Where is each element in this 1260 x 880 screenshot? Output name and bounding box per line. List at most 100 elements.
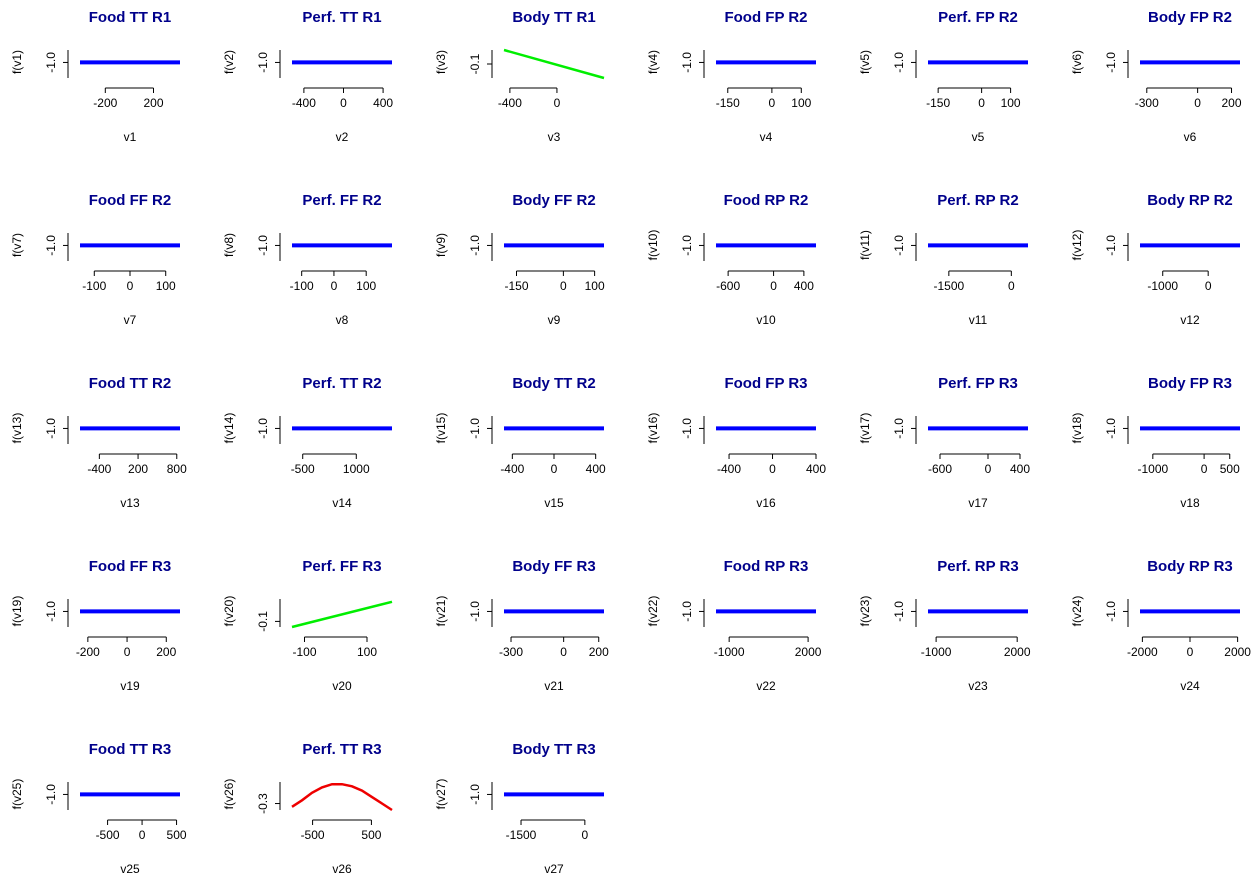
y-axis-label: f(v24) (1070, 596, 1084, 627)
effect-line (291, 600, 393, 629)
y-axis-label: f(v10) (646, 230, 660, 261)
x-tick-label: 500 (361, 828, 381, 842)
x-tick-label: -150 (716, 96, 740, 110)
x-tick-label: 800 (167, 462, 187, 476)
x-tick-label: 400 (794, 279, 814, 293)
x-axis-label: v5 (972, 130, 985, 144)
x-tick-label: -1000 (1147, 279, 1178, 293)
y-tick-label: -1.0 (468, 418, 482, 439)
y-axis-label: f(v12) (1070, 230, 1084, 261)
x-tick-label: -200 (93, 96, 117, 110)
y-axis-label: f(v8) (222, 233, 236, 257)
panel-title: Body TT R2 (512, 375, 595, 392)
x-axis-label: v24 (1180, 679, 1200, 693)
x-axis-label: v19 (120, 679, 140, 693)
x-tick-label: 200 (128, 462, 148, 476)
x-tick-label: 400 (1010, 462, 1030, 476)
y-tick-label: -1.0 (1104, 52, 1118, 73)
y-tick-label: -1.0 (468, 784, 482, 805)
y-tick-label: -1.0 (468, 235, 482, 256)
x-axis-label: v20 (332, 679, 352, 693)
x-tick-label: 100 (585, 279, 605, 293)
x-axis-label: v15 (544, 496, 564, 510)
x-tick-label: 1000 (343, 462, 370, 476)
x-tick-label: 200 (1222, 96, 1242, 110)
y-tick-label: -1.0 (1104, 601, 1118, 622)
y-axis-label: f(v27) (434, 779, 448, 810)
x-axis-label: v7 (124, 313, 137, 327)
x-tick-label: -2000 (1127, 645, 1158, 659)
x-tick-label: -400 (87, 462, 111, 476)
x-tick-label: 0 (582, 828, 589, 842)
x-tick-label: 500 (167, 828, 187, 842)
panel-title: Perf. FF R3 (302, 558, 381, 575)
y-tick-label: -1.0 (44, 418, 58, 439)
panel-title: Body TT R3 (512, 741, 595, 758)
panel-title: Body FP R2 (1148, 9, 1232, 26)
y-tick-label: -1.0 (44, 235, 58, 256)
x-tick-label: 0 (127, 279, 134, 293)
y-tick-label: -0.1 (256, 611, 270, 632)
y-axis-label: f(v3) (434, 50, 448, 74)
x-axis-label: v21 (544, 679, 564, 693)
x-tick-label: 0 (770, 279, 777, 293)
x-tick-label: -150 (504, 279, 528, 293)
y-tick-label: -1.0 (44, 52, 58, 73)
panel-title: Body RP R3 (1147, 558, 1233, 575)
x-tick-label: -400 (500, 462, 524, 476)
x-tick-label: 200 (589, 645, 609, 659)
x-tick-label: -300 (1135, 96, 1159, 110)
x-axis-label: v10 (756, 313, 776, 327)
y-tick-label: -1.0 (1104, 418, 1118, 439)
x-axis-label: v26 (332, 862, 352, 876)
panel-title: Perf. TT R3 (302, 741, 381, 758)
x-tick-label: -400 (717, 462, 741, 476)
panel-title: Food RP R2 (724, 192, 809, 209)
panel-title: Perf. FP R2 (938, 9, 1018, 26)
x-tick-label: -300 (499, 645, 523, 659)
y-axis-label: f(v16) (646, 413, 660, 444)
x-tick-label: -100 (290, 279, 314, 293)
y-tick-label: -1.0 (892, 601, 906, 622)
x-tick-label: -500 (301, 828, 325, 842)
x-tick-label: 0 (139, 828, 146, 842)
x-tick-label: -400 (292, 96, 316, 110)
y-axis-label: f(v11) (858, 230, 872, 260)
x-tick-label: 0 (1205, 279, 1212, 293)
x-tick-label: 100 (1001, 96, 1021, 110)
x-tick-label: -150 (926, 96, 950, 110)
x-tick-label: -100 (292, 645, 316, 659)
x-axis-label: v18 (1180, 496, 1200, 510)
x-axis-label: v16 (756, 496, 776, 510)
x-tick-label: 0 (1008, 279, 1015, 293)
x-axis-label: v6 (1184, 130, 1197, 144)
y-tick-label: -0.3 (256, 793, 270, 814)
panel-title: Body RP R2 (1147, 192, 1233, 209)
x-tick-label: 0 (554, 96, 561, 110)
y-axis-label: f(v1) (10, 50, 24, 74)
x-tick-label: -1500 (933, 279, 964, 293)
y-axis-label: f(v14) (222, 413, 236, 444)
x-tick-label: 0 (560, 645, 567, 659)
x-tick-label: 0 (985, 462, 992, 476)
panel-title: Perf. FF R2 (302, 192, 381, 209)
x-axis-label: v1 (124, 130, 137, 144)
x-axis-label: v2 (336, 130, 349, 144)
y-axis-label: f(v21) (434, 596, 448, 627)
x-tick-label: -600 (928, 462, 952, 476)
x-axis-label: v11 (969, 313, 988, 327)
y-tick-label: -1.0 (256, 235, 270, 256)
y-axis-label: f(v2) (222, 50, 236, 74)
x-tick-label: 0 (978, 96, 985, 110)
x-tick-label: -400 (498, 96, 522, 110)
y-axis-label: f(v5) (858, 50, 872, 74)
x-tick-label: -600 (716, 279, 740, 293)
panel-title: Food TT R1 (89, 9, 172, 26)
x-axis-label: v27 (544, 862, 564, 876)
panel-title: Body FP R3 (1148, 375, 1232, 392)
x-tick-label: 0 (1194, 96, 1201, 110)
y-axis-label: f(v15) (434, 413, 448, 444)
panel-title: Food TT R3 (89, 741, 172, 758)
